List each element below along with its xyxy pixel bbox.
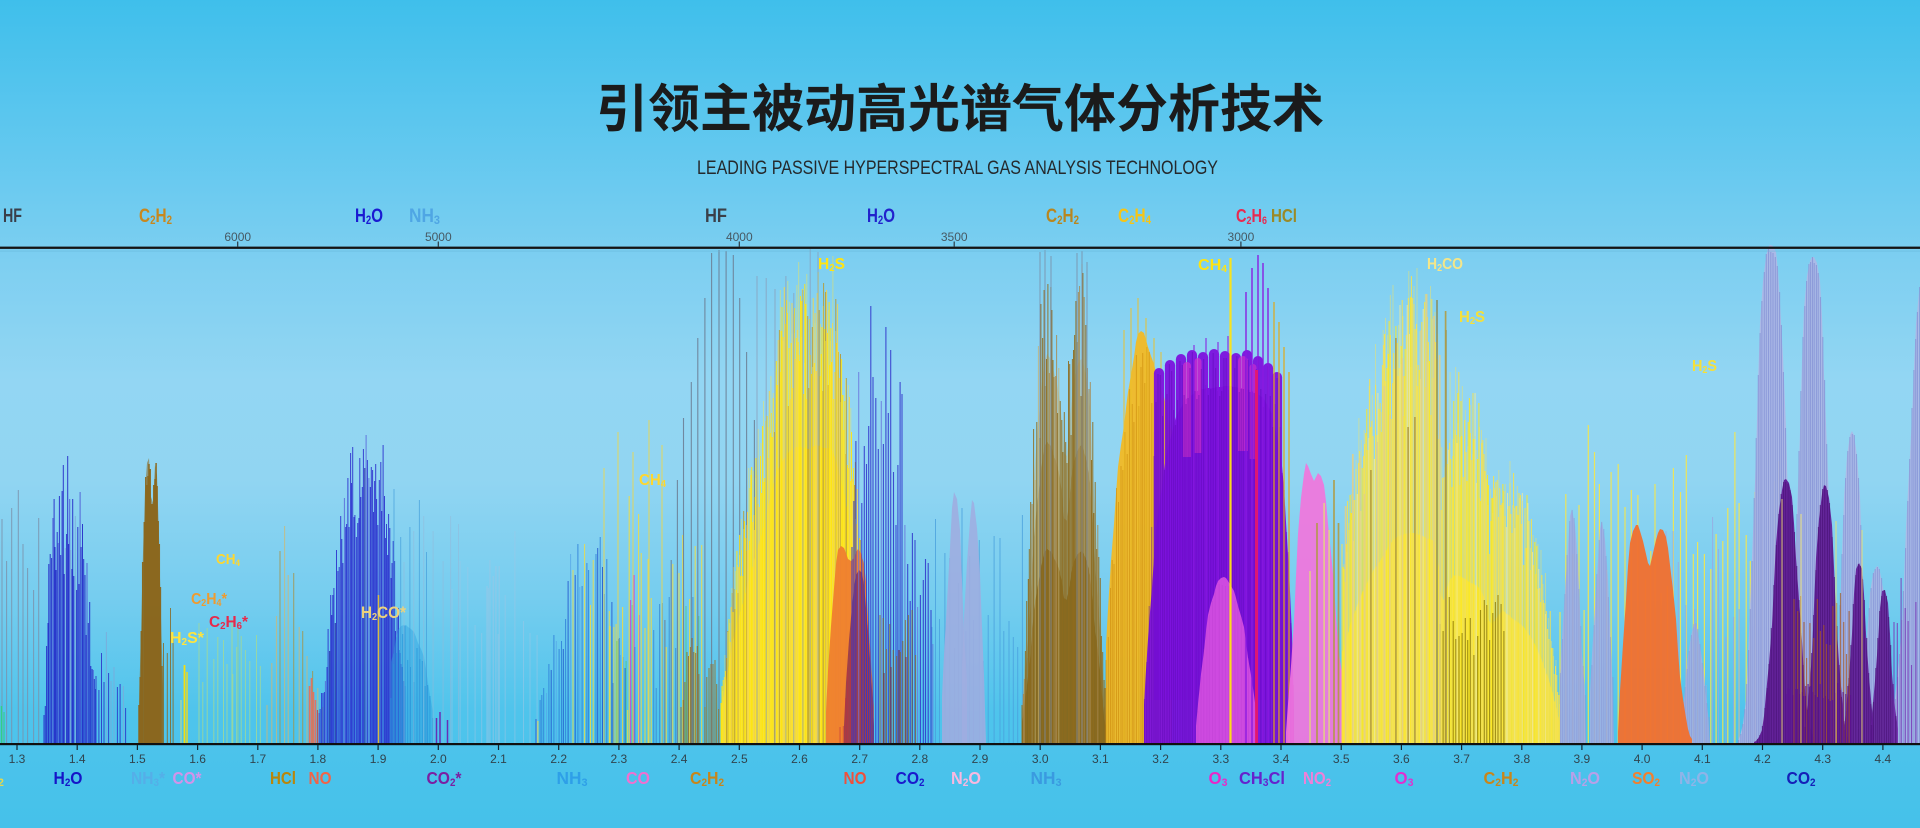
svg-text:3.9: 3.9	[1574, 752, 1591, 766]
svg-text:H2CO: H2CO	[1427, 256, 1463, 274]
svg-text:1.4: 1.4	[69, 752, 86, 766]
svg-text:1.3: 1.3	[9, 752, 26, 766]
svg-text:C2H2: C2H2	[1484, 768, 1519, 789]
svg-text:1.9: 1.9	[370, 752, 387, 766]
svg-text:SO2: SO2	[1632, 768, 1660, 789]
svg-text:H2CO*: H2CO*	[361, 604, 407, 623]
svg-text:H2O: H2O	[867, 206, 895, 227]
svg-text:NH3: NH3	[409, 206, 440, 227]
svg-text:HF: HF	[705, 206, 727, 227]
svg-text:N2O: N2O	[1570, 768, 1600, 789]
svg-text:CO2: CO2	[896, 768, 925, 789]
svg-text:H2S: H2S	[818, 256, 845, 274]
svg-text:HCl: HCl	[270, 768, 296, 788]
svg-text:H2S*: H2S*	[170, 630, 205, 648]
svg-text:2.5: 2.5	[731, 752, 748, 766]
svg-text:C2H6: C2H6	[1236, 206, 1267, 227]
svg-text:CH3Cl: CH3Cl	[1239, 768, 1285, 789]
svg-text:H2S: H2S	[1692, 358, 1717, 376]
svg-text:NH3*: NH3*	[131, 768, 165, 789]
svg-text:3.4: 3.4	[1273, 752, 1290, 766]
svg-text:4.3: 4.3	[1814, 752, 1831, 766]
svg-text:4.4: 4.4	[1875, 752, 1892, 766]
svg-text:CH4: CH4	[639, 472, 666, 490]
svg-text:HF: HF	[3, 206, 22, 227]
svg-text:2.7: 2.7	[851, 752, 868, 766]
svg-text:4000: 4000	[726, 230, 753, 244]
svg-text:O2: O2	[0, 768, 4, 789]
svg-text:2.6: 2.6	[791, 752, 808, 766]
svg-text:C2H2: C2H2	[139, 206, 172, 227]
svg-text:4.2: 4.2	[1754, 752, 1771, 766]
svg-text:CH4: CH4	[216, 551, 240, 568]
svg-text:NH3: NH3	[1031, 768, 1062, 789]
svg-text:5000: 5000	[425, 230, 452, 244]
svg-text:3.6: 3.6	[1393, 752, 1410, 766]
svg-text:2.4: 2.4	[671, 752, 688, 766]
svg-text:CH4: CH4	[1198, 257, 1227, 275]
svg-text:NH3: NH3	[557, 768, 588, 789]
svg-text:4.1: 4.1	[1694, 752, 1711, 766]
svg-text:HCl: HCl	[1271, 206, 1297, 226]
svg-text:NO: NO	[844, 768, 867, 788]
svg-text:N2O: N2O	[1679, 768, 1709, 789]
svg-text:H2S: H2S	[1459, 309, 1485, 327]
svg-text:2.0: 2.0	[430, 752, 447, 766]
svg-text:1.6: 1.6	[189, 752, 206, 766]
svg-text:2.1: 2.1	[490, 752, 507, 766]
svg-text:CO: CO	[626, 768, 650, 788]
svg-text:1.5: 1.5	[129, 752, 146, 766]
svg-text:C2H4*: C2H4*	[191, 591, 228, 609]
svg-text:1.8: 1.8	[310, 752, 327, 766]
svg-text:N2O: N2O	[951, 768, 981, 789]
svg-text:3500: 3500	[941, 230, 968, 244]
svg-text:CO*: CO*	[173, 768, 202, 788]
svg-text:1.7: 1.7	[249, 752, 266, 766]
svg-text:3.5: 3.5	[1333, 752, 1350, 766]
svg-text:4.0: 4.0	[1634, 752, 1651, 766]
svg-text:3.0: 3.0	[1032, 752, 1049, 766]
svg-text:3.7: 3.7	[1453, 752, 1470, 766]
svg-text:CO2*: CO2*	[427, 768, 462, 789]
svg-text:2.3: 2.3	[611, 752, 628, 766]
svg-text:2.8: 2.8	[911, 752, 928, 766]
svg-text:NO: NO	[309, 768, 332, 788]
svg-text:C2H2: C2H2	[1046, 206, 1079, 227]
svg-text:H2O: H2O	[54, 768, 83, 789]
svg-text:6000: 6000	[224, 230, 251, 244]
svg-text:C2H4: C2H4	[1118, 206, 1151, 227]
svg-text:H2O: H2O	[355, 206, 383, 227]
svg-text:3.1: 3.1	[1092, 752, 1109, 766]
svg-text:C2H6*: C2H6*	[209, 614, 249, 632]
svg-text:3.2: 3.2	[1152, 752, 1169, 766]
svg-text:C2H2: C2H2	[690, 768, 724, 789]
svg-text:3.3: 3.3	[1212, 752, 1229, 766]
svg-text:2.9: 2.9	[972, 752, 989, 766]
svg-text:3000: 3000	[1228, 230, 1255, 244]
svg-text:LEADING PASSIVE HYPERSPECTRAL: LEADING PASSIVE HYPERSPECTRAL GAS ANALYS…	[697, 157, 1218, 179]
svg-text:3.8: 3.8	[1513, 752, 1530, 766]
svg-text:CO2: CO2	[1787, 768, 1816, 789]
svg-text:NO2: NO2	[1303, 768, 1331, 789]
svg-text:2.2: 2.2	[550, 752, 567, 766]
